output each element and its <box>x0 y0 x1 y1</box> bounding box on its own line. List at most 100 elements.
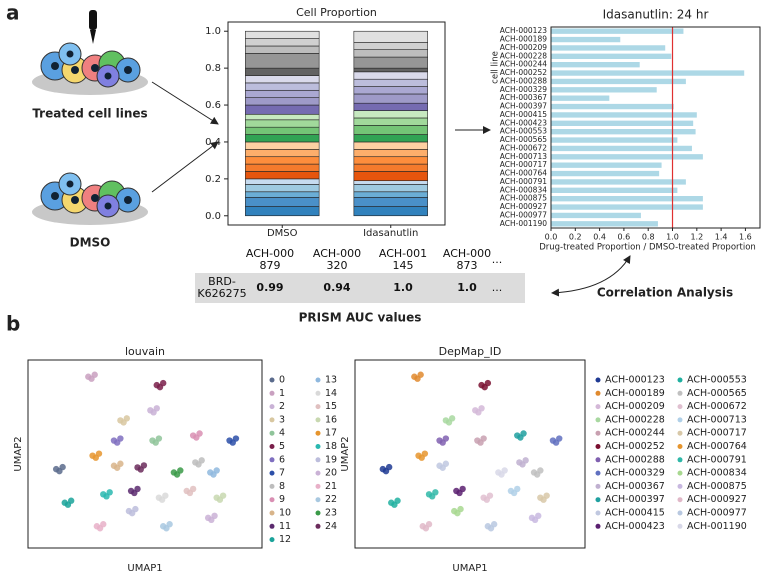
table-cell: 0.99 <box>256 281 284 294</box>
legend-swatch <box>595 377 601 383</box>
bar <box>551 179 686 185</box>
legend-swatch <box>677 404 683 410</box>
label: Treated cell lines <box>32 107 147 121</box>
legend-label: ACH-000397 <box>605 494 665 505</box>
bar-segment <box>245 206 320 217</box>
bar-segment <box>353 49 428 58</box>
legend-label: ACH-000415 <box>605 508 665 519</box>
legend-label: 12 <box>279 534 291 545</box>
legend-label: ACH-000791 <box>687 454 747 465</box>
bar <box>551 129 696 135</box>
point <box>210 471 217 478</box>
point <box>137 466 144 473</box>
legend-swatch <box>677 483 683 489</box>
legend-label: 3 <box>279 414 285 425</box>
legend-swatch <box>677 430 683 436</box>
legend-swatch <box>269 457 275 463</box>
legend-swatch <box>315 457 321 463</box>
x-tick-label: 1.4 <box>715 233 728 242</box>
legend-label: 24 <box>325 521 337 532</box>
legend-label: ACH-000329 <box>605 468 665 479</box>
x-tick-label: 1.2 <box>690 233 703 242</box>
bar-segment <box>245 184 320 193</box>
bar-segment <box>353 41 428 50</box>
point <box>391 501 398 508</box>
legend-label: ACH-000367 <box>605 481 665 492</box>
y-axis-label: UMAP2 <box>340 436 351 471</box>
cells-icon <box>32 10 148 95</box>
chart-title: Cell Proportion <box>296 6 377 19</box>
legend-label: 19 <box>325 454 337 465</box>
bar-segment <box>245 104 320 115</box>
table-cell: ACH-000 879 <box>245 247 295 272</box>
legend-label: 20 <box>325 468 337 479</box>
bar <box>551 112 697 118</box>
legend-swatch <box>269 497 275 503</box>
point <box>531 516 539 524</box>
legend-swatch <box>595 470 601 476</box>
point <box>103 493 110 500</box>
table-cell: BRD- K626275 <box>197 275 247 300</box>
legend-swatch <box>315 483 321 489</box>
x-tick-label: 0.4 <box>593 233 606 242</box>
point <box>414 375 421 382</box>
point <box>195 461 202 468</box>
legend-label: ACH-000927 <box>687 494 747 505</box>
legend-swatch <box>595 444 601 449</box>
bar <box>551 53 672 59</box>
bar-segment <box>245 53 320 69</box>
legend-label: ACH-000288 <box>605 454 665 465</box>
legend-swatch <box>315 430 321 436</box>
legend-label: ACH-000834 <box>687 468 747 479</box>
bar-segment <box>245 163 320 172</box>
table-cell: ACH-000 320 <box>312 247 362 272</box>
legend-label: 0 <box>279 375 285 386</box>
bar <box>551 137 678 143</box>
point <box>439 464 446 471</box>
bar-segment <box>353 125 428 135</box>
legend-label: 5 <box>279 441 285 452</box>
point <box>429 493 436 500</box>
point <box>456 489 463 497</box>
chart-title: DepMap_ID <box>439 345 502 358</box>
legend-label: ACH-000565 <box>687 388 747 399</box>
legend-label: ACH-000764 <box>687 441 747 452</box>
bar-segment <box>245 171 320 180</box>
point <box>439 439 446 446</box>
point <box>113 464 121 471</box>
bar-segment <box>245 113 320 121</box>
bar <box>551 70 745 76</box>
cells-icon <box>32 172 148 225</box>
table-cell: 0.94 <box>323 281 351 294</box>
bar <box>551 87 657 93</box>
legend-swatch <box>677 444 683 449</box>
y-axis-label: UMAP2 <box>13 436 24 471</box>
point <box>163 525 170 532</box>
x-tick-label: 1.0 <box>666 233 679 242</box>
y-tick-label: 0.8 <box>205 63 221 74</box>
legend-swatch <box>269 390 275 396</box>
bar-segment <box>245 126 320 135</box>
y-tick-label: ACH-000875 <box>500 194 547 203</box>
point <box>152 439 159 446</box>
bar-segment <box>245 191 320 198</box>
bar-segment <box>245 30 320 39</box>
x-tick-label: Idasanutlin <box>363 228 418 239</box>
y-tick-label: ACH-000565 <box>500 135 547 144</box>
y-tick-label: ACH-000672 <box>500 143 547 152</box>
y-tick-label: ACH-000209 <box>500 43 547 52</box>
y-tick-label: ACH-000717 <box>500 160 547 169</box>
y-tick-label: ACH-000834 <box>500 185 547 194</box>
table-cell: ... <box>491 281 503 294</box>
bar-segment <box>353 71 428 80</box>
legend-swatch <box>595 404 601 410</box>
legend-swatch <box>677 390 683 396</box>
y-tick-label: ACH-000123 <box>500 26 547 35</box>
bar <box>551 28 684 34</box>
plot-frame <box>354 359 586 549</box>
legend-label: ACH-000244 <box>605 428 665 439</box>
x-axis-label: Drug-treated Proportion / DMSO-treated P… <box>539 243 756 253</box>
arrow <box>151 81 219 125</box>
point <box>445 419 453 426</box>
y-tick-label: 1.0 <box>205 26 221 37</box>
